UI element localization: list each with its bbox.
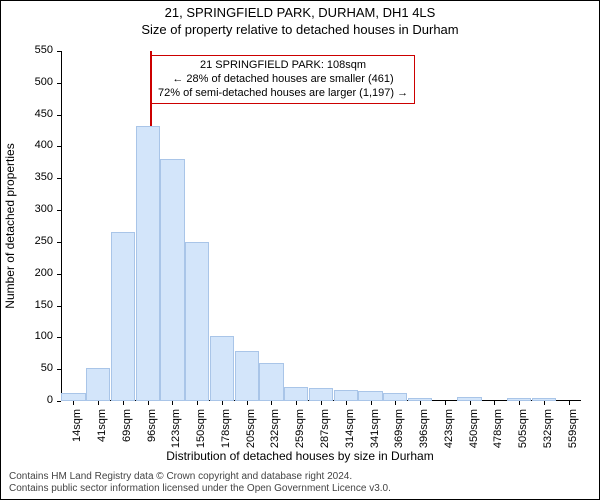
y-tick bbox=[57, 178, 61, 179]
x-tick-label: 123sqm bbox=[170, 409, 182, 448]
y-tick-label: 100 bbox=[35, 330, 53, 342]
x-tick-label: 450sqm bbox=[468, 409, 480, 448]
y-tick-label: 350 bbox=[35, 171, 53, 183]
y-tick-label: 500 bbox=[35, 76, 53, 88]
y-tick-label: 400 bbox=[35, 139, 53, 151]
x-tick bbox=[544, 401, 545, 405]
y-tick-label: 550 bbox=[35, 44, 53, 56]
x-tick bbox=[321, 401, 322, 405]
histogram-bar bbox=[358, 391, 382, 401]
y-tick bbox=[57, 115, 61, 116]
x-tick-label: 478sqm bbox=[492, 409, 504, 448]
y-tick-label: 200 bbox=[35, 267, 53, 279]
x-tick bbox=[98, 401, 99, 405]
x-tick bbox=[445, 401, 446, 405]
callout-line-3: 72% of semi-detached houses are larger (… bbox=[158, 87, 408, 101]
x-tick-label: 505sqm bbox=[517, 409, 529, 448]
footer-line-2: Contains public sector information licen… bbox=[9, 483, 391, 495]
x-tick bbox=[470, 401, 471, 405]
x-tick bbox=[519, 401, 520, 405]
title-line-2: Size of property relative to detached ho… bbox=[1, 22, 599, 37]
y-tick bbox=[57, 337, 61, 338]
x-tick-label: 41sqm bbox=[96, 409, 108, 442]
footer: Contains HM Land Registry data © Crown c… bbox=[9, 471, 391, 495]
x-tick bbox=[296, 401, 297, 405]
y-tick bbox=[57, 306, 61, 307]
y-tick-label: 150 bbox=[35, 299, 53, 311]
histogram-bar bbox=[160, 159, 184, 401]
histogram-bar bbox=[284, 387, 308, 401]
histogram-bar bbox=[259, 363, 283, 401]
histogram-bar bbox=[111, 232, 135, 401]
histogram-bar bbox=[86, 368, 110, 401]
x-tick bbox=[395, 401, 396, 405]
histogram-bar bbox=[383, 393, 407, 401]
x-tick-label: 69sqm bbox=[121, 409, 133, 442]
x-tick-label: 423sqm bbox=[443, 409, 455, 448]
y-tick-label: 450 bbox=[35, 108, 53, 120]
x-tick-label: 259sqm bbox=[294, 409, 306, 448]
histogram-bar bbox=[185, 242, 209, 401]
callout-box: 21 SPRINGFIELD PARK: 108sqm ← 28% of det… bbox=[151, 55, 415, 104]
x-tick-label: 178sqm bbox=[220, 409, 232, 448]
y-tick bbox=[57, 51, 61, 52]
x-axis-title: Distribution of detached houses by size … bbox=[1, 449, 599, 463]
x-tick bbox=[222, 401, 223, 405]
x-tick bbox=[247, 401, 248, 405]
x-tick bbox=[123, 401, 124, 405]
x-tick bbox=[197, 401, 198, 405]
y-tick bbox=[57, 369, 61, 370]
x-tick-label: 559sqm bbox=[567, 409, 579, 448]
y-tick-label: 0 bbox=[47, 394, 53, 406]
x-tick-label: 14sqm bbox=[71, 409, 83, 442]
y-axis-title: Number of detached properties bbox=[3, 143, 17, 308]
histogram-bar bbox=[309, 388, 333, 401]
y-tick-label: 300 bbox=[35, 203, 53, 215]
y-tick bbox=[57, 242, 61, 243]
x-tick bbox=[494, 401, 495, 405]
y-tick-label: 250 bbox=[35, 235, 53, 247]
x-tick bbox=[271, 401, 272, 405]
x-tick-label: 314sqm bbox=[344, 409, 356, 448]
y-axis-line bbox=[61, 51, 62, 401]
callout-line-1: 21 SPRINGFIELD PARK: 108sqm bbox=[158, 59, 408, 73]
y-tick bbox=[57, 210, 61, 211]
x-tick-label: 232sqm bbox=[269, 409, 281, 448]
footer-line-1: Contains HM Land Registry data © Crown c… bbox=[9, 471, 391, 483]
x-tick-label: 369sqm bbox=[393, 409, 405, 448]
x-tick-label: 287sqm bbox=[319, 409, 331, 448]
x-tick bbox=[172, 401, 173, 405]
histogram-bar bbox=[61, 393, 85, 401]
callout-line-2: ← 28% of detached houses are smaller (46… bbox=[158, 73, 408, 87]
y-tick bbox=[57, 401, 61, 402]
y-tick bbox=[57, 274, 61, 275]
histogram-bar bbox=[235, 351, 259, 401]
x-tick bbox=[148, 401, 149, 405]
histogram-bar bbox=[334, 390, 358, 401]
x-tick bbox=[346, 401, 347, 405]
histogram-bar bbox=[210, 336, 234, 401]
x-tick-label: 150sqm bbox=[195, 409, 207, 448]
plot-area: 21 SPRINGFIELD PARK: 108sqm ← 28% of det… bbox=[61, 51, 581, 401]
title-area: 21, SPRINGFIELD PARK, DURHAM, DH1 4LS Si… bbox=[1, 5, 599, 37]
histogram-bar bbox=[136, 126, 160, 401]
chart-container: 21, SPRINGFIELD PARK, DURHAM, DH1 4LS Si… bbox=[0, 0, 600, 500]
x-tick bbox=[371, 401, 372, 405]
x-tick-label: 341sqm bbox=[369, 409, 381, 448]
x-tick bbox=[73, 401, 74, 405]
x-tick-label: 396sqm bbox=[418, 409, 430, 448]
x-tick-label: 96sqm bbox=[146, 409, 158, 442]
y-tick-label: 50 bbox=[41, 362, 53, 374]
x-tick bbox=[420, 401, 421, 405]
y-tick bbox=[57, 146, 61, 147]
title-line-1: 21, SPRINGFIELD PARK, DURHAM, DH1 4LS bbox=[1, 5, 599, 20]
x-tick bbox=[569, 401, 570, 405]
y-tick bbox=[57, 83, 61, 84]
x-tick-label: 205sqm bbox=[245, 409, 257, 448]
x-tick-label: 532sqm bbox=[542, 409, 554, 448]
